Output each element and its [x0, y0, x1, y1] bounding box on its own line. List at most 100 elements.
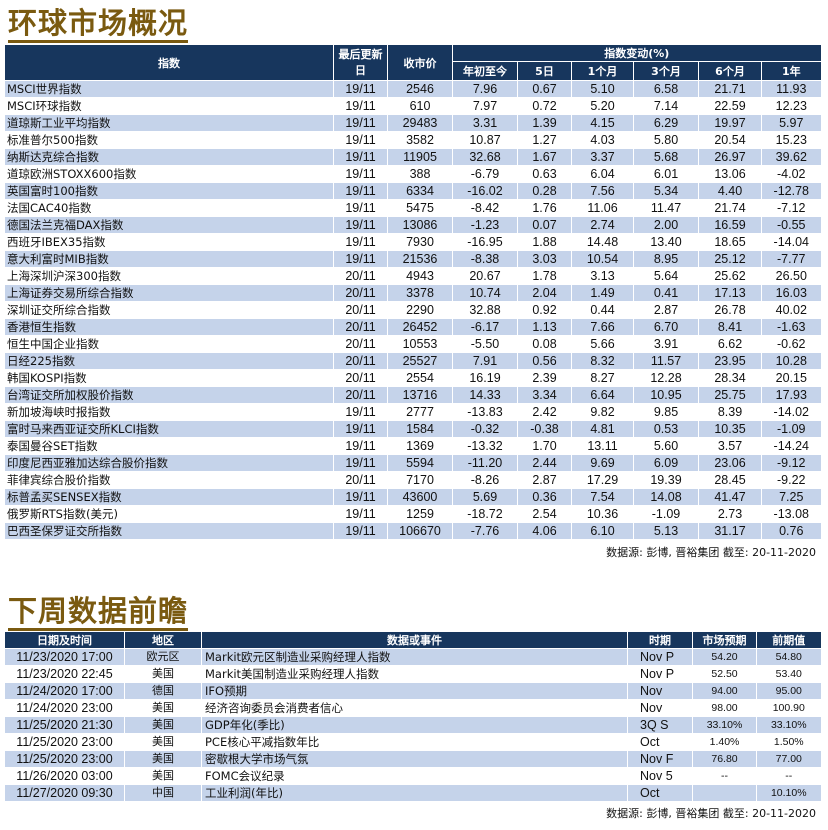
6m-change-cell: 25.12: [698, 250, 762, 268]
1m-change-cell: 1.49: [571, 284, 634, 302]
3m-change-cell: 14.08: [633, 488, 699, 506]
table-row: 11/27/2020 09:30 中国 工业利润(年比) Oct 10.10%: [4, 784, 821, 801]
6m-change-cell: 18.65: [698, 233, 762, 251]
1m-change-cell: 9.82: [571, 403, 634, 421]
6m-change-cell: 31.17: [698, 522, 762, 539]
last-update-cell: 20/11: [333, 284, 388, 302]
last-update-cell: 19/11: [333, 216, 388, 234]
event-cell: Markit美国制造业采购经理人指数: [201, 665, 628, 683]
forecast-cell: 76.80: [692, 750, 757, 768]
index-name-cell: 纳斯达克综合指数: [4, 148, 334, 166]
datetime-cell: 11/26/2020 03:00: [4, 767, 125, 785]
5d-change-cell: 2.44: [517, 454, 572, 472]
table-row: 11/23/2020 22:45 美国 Markit美国制造业采购经理人指数 Nov …: [4, 665, 821, 683]
table-row: 11/26/2020 03:00 美国 FOMC会议纪录 Nov 5 -- --: [4, 767, 821, 785]
region-cell: 美国: [124, 665, 202, 683]
1m-change-cell: 6.04: [571, 165, 634, 183]
1m-change-cell: 3.37: [571, 148, 634, 166]
last-update-cell: 19/11: [333, 522, 388, 539]
close-price-cell: 13716: [387, 386, 453, 404]
col-header-5d: 5日: [517, 61, 572, 81]
table-row: 法国CAC40指数 19/11 5475 -8.42 1.76 11.06 11.47 21.…: [4, 199, 821, 217]
1y-change-cell: -0.62: [760, 335, 821, 353]
index-name-cell: 意大利富时MIB指数: [4, 250, 334, 268]
5d-change-cell: 3.34: [517, 386, 572, 404]
forecast-cell: 52.50: [692, 665, 757, 683]
ytd-change-cell: 32.88: [452, 301, 518, 319]
table-row: MSCI世界指数 19/11 2546 7.96 0.67 5.10 6.58 21.71 11…: [4, 80, 821, 98]
col-header-ytd: 年初至今: [452, 61, 518, 81]
table-row: 西班牙IBEX35指数 19/11 7930 -16.95 1.88 14.48 13.40…: [4, 233, 821, 251]
last-update-cell: 20/11: [333, 352, 388, 370]
forecast-cell: --: [692, 767, 757, 785]
market-overview-table: 指数 最后更新日 收市价 指数变动(%) 年初至今 5日 1个月 3个月 6个月…: [4, 44, 821, 539]
datetime-cell: 11/25/2020 21:30: [4, 716, 125, 734]
previous-cell: 77.00: [756, 750, 821, 768]
3m-change-cell: 6.09: [633, 454, 699, 472]
1y-change-cell: -7.77: [760, 250, 821, 268]
event-cell: PCE核心平减指数年比: [201, 733, 628, 751]
6m-change-cell: 3.57: [698, 437, 762, 455]
1m-change-cell: 0.44: [571, 301, 634, 319]
last-update-cell: 20/11: [333, 267, 388, 285]
forecast-cell: 98.00: [692, 699, 757, 717]
event-cell: IFO预期: [201, 682, 628, 700]
3m-change-cell: 3.91: [633, 335, 699, 353]
last-update-cell: 19/11: [333, 114, 388, 132]
close-price-cell: 43600: [387, 488, 453, 506]
ytd-change-cell: 7.97: [452, 97, 518, 115]
5d-change-cell: 0.07: [517, 216, 572, 234]
region-cell: 美国: [124, 716, 202, 734]
5d-change-cell: -0.38: [517, 420, 572, 438]
index-name-cell: 道琼斯工业平均指数: [4, 114, 334, 132]
forecast-cell: 33.10%: [692, 716, 757, 734]
3m-change-cell: 11.47: [633, 199, 699, 217]
close-price-cell: 25527: [387, 352, 453, 370]
ytd-change-cell: -8.26: [452, 471, 518, 489]
ytd-change-cell: 5.69: [452, 488, 518, 506]
close-price-cell: 2554: [387, 369, 453, 387]
close-price-cell: 388: [387, 165, 453, 183]
1y-change-cell: -7.12: [760, 199, 821, 217]
1m-change-cell: 7.54: [571, 488, 634, 506]
close-price-cell: 7930: [387, 233, 453, 251]
table-row: 标准普尔500指数 19/11 3582 10.87 1.27 4.03 5.80 20.54…: [4, 131, 821, 149]
1y-change-cell: -1.63: [760, 318, 821, 336]
previous-cell: 53.40: [756, 665, 821, 683]
index-name-cell: 深圳证交所综合指数: [4, 301, 334, 319]
last-update-cell: 19/11: [333, 250, 388, 268]
datetime-cell: 11/25/2020 23:00: [4, 750, 125, 768]
table-row: 恒生中国企业指数 20/11 10553 -5.50 0.08 5.66 3.91 6.62-…: [4, 335, 821, 353]
region-cell: 欧元区: [124, 648, 202, 666]
3m-change-cell: 5.64: [633, 267, 699, 285]
table-row: 巴西圣保罗证交所指数 19/11 106670 -7.76 4.06 6.10 5.13 31…: [4, 522, 821, 539]
ytd-change-cell: -13.83: [452, 403, 518, 421]
1m-change-cell: 7.66: [571, 318, 634, 336]
5d-change-cell: 1.67: [517, 148, 572, 166]
close-price-cell: 26452: [387, 318, 453, 336]
3m-change-cell: 2.87: [633, 301, 699, 319]
datetime-cell: 11/23/2020 22:45: [4, 665, 125, 683]
last-update-cell: 19/11: [333, 199, 388, 217]
5d-change-cell: 4.06: [517, 522, 572, 539]
region-cell: 德国: [124, 682, 202, 700]
1m-change-cell: 10.54: [571, 250, 634, 268]
3m-change-cell: 19.39: [633, 471, 699, 489]
table-row: 上海证券交易所综合指数 20/11 3378 10.74 2.04 1.49 0.41 17.…: [4, 284, 821, 302]
forecast-cell: [692, 784, 757, 801]
1m-change-cell: 17.29: [571, 471, 634, 489]
col-header-previous: 前期值: [756, 632, 821, 649]
6m-change-cell: 8.39: [698, 403, 762, 421]
last-update-cell: 19/11: [333, 420, 388, 438]
close-price-cell: 6334: [387, 182, 453, 200]
datetime-cell: 11/24/2020 17:00: [4, 682, 125, 700]
region-cell: 中国: [124, 784, 202, 801]
5d-change-cell: 0.28: [517, 182, 572, 200]
1y-change-cell: -1.09: [760, 420, 821, 438]
3m-change-cell: 0.41: [633, 284, 699, 302]
table-row: 上海深圳沪深300指数 20/11 4943 20.67 1.78 3.13 5.64 25.…: [4, 267, 821, 285]
close-price-cell: 106670: [387, 522, 453, 539]
5d-change-cell: 2.04: [517, 284, 572, 302]
close-price-cell: 10553: [387, 335, 453, 353]
event-cell: FOMC会议纪录: [201, 767, 628, 785]
